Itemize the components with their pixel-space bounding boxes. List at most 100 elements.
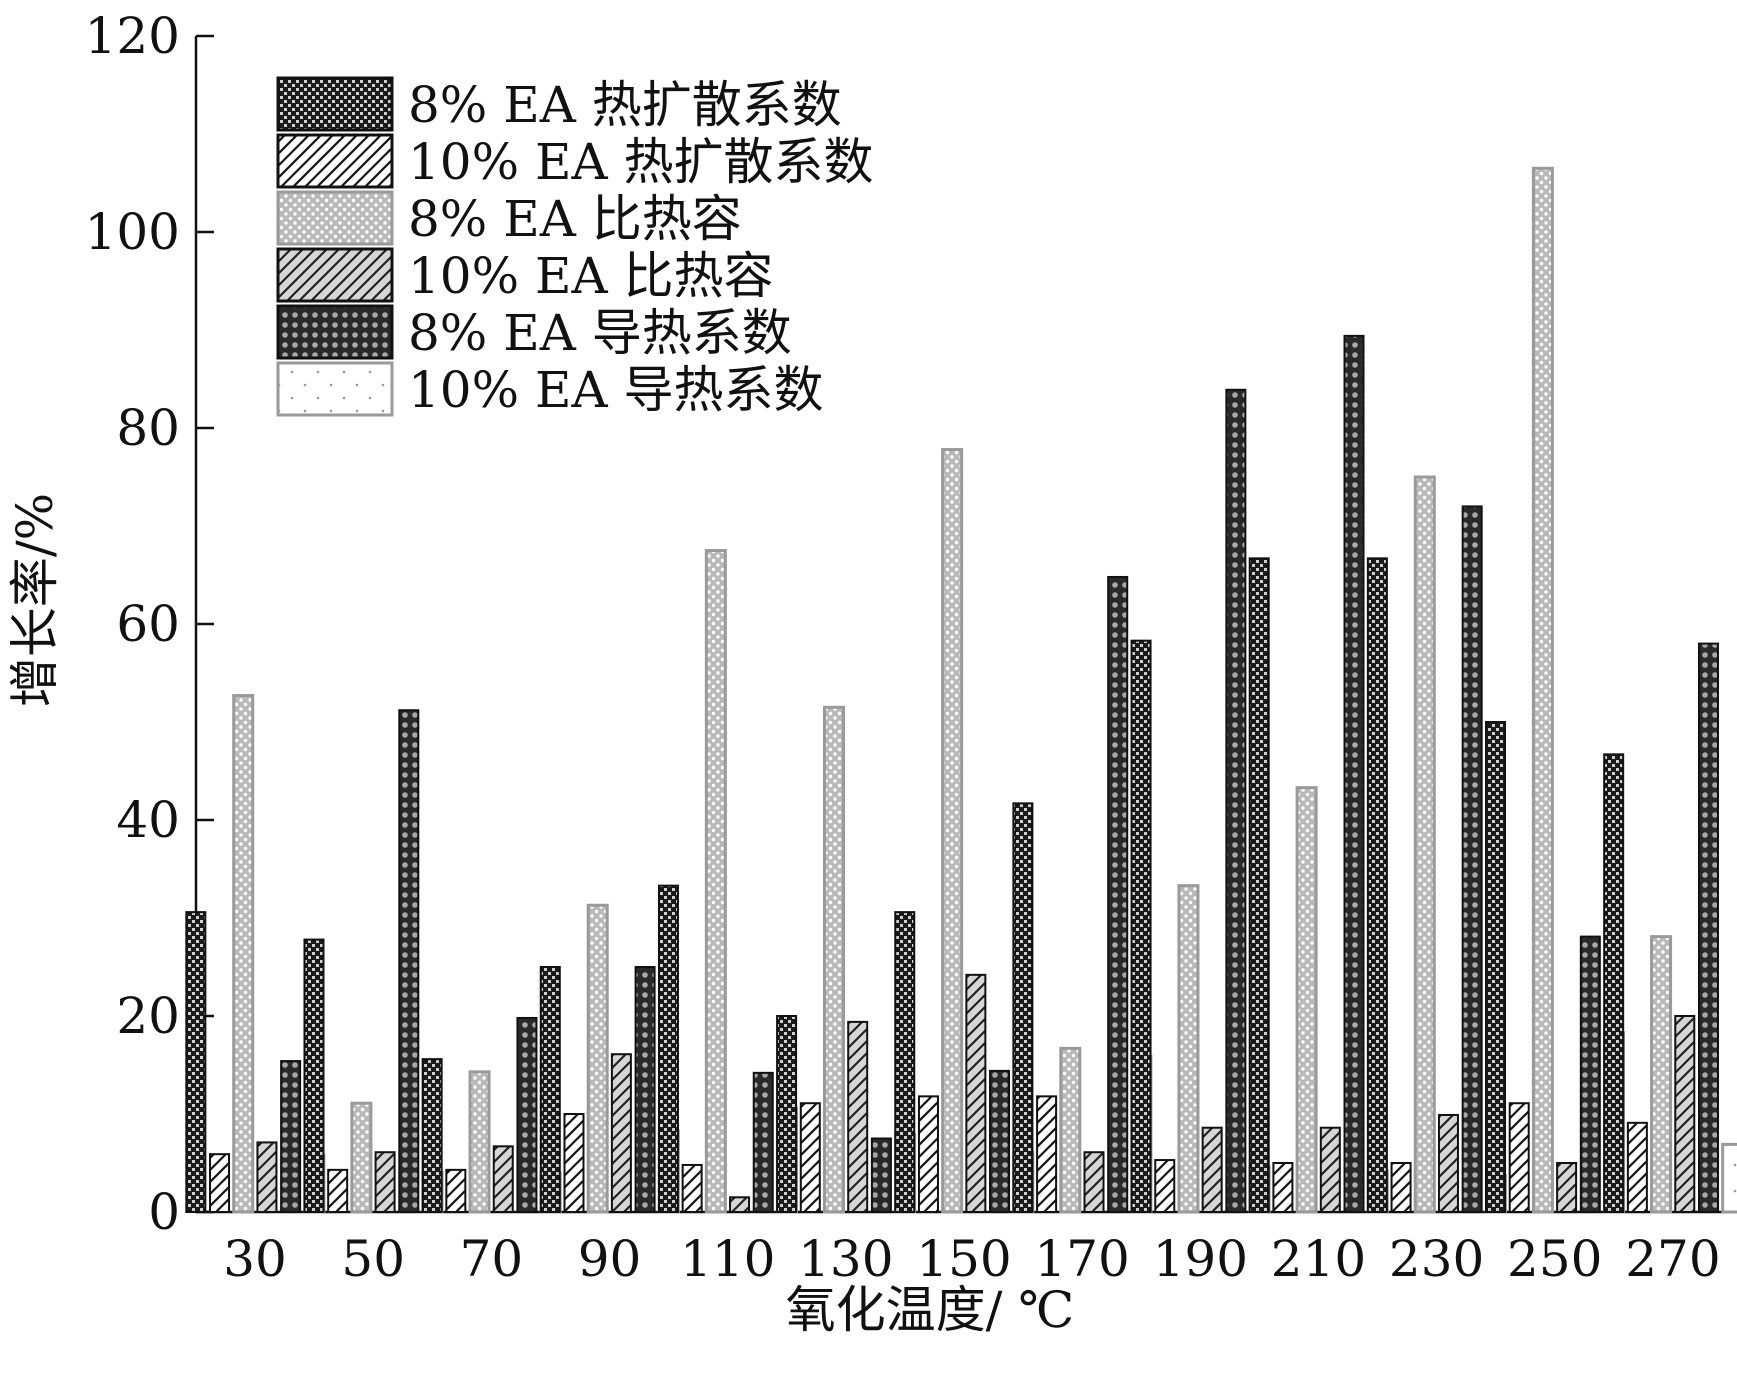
bar-5-30	[280, 1060, 302, 1213]
bar-1-170	[1012, 802, 1034, 1214]
legend-label-6: 10% EA 导热系数	[408, 361, 824, 419]
legend-swatch-2	[276, 133, 394, 189]
bar-2-270	[1626, 1121, 1648, 1213]
y-tick-label: 20	[116, 987, 180, 1045]
bar-2-190	[1154, 1159, 1176, 1214]
x-tick-label: 150	[916, 1230, 1011, 1288]
bar-5-70	[516, 1016, 538, 1214]
legend-label-1: 8% EA 热扩散系数	[408, 76, 842, 134]
y-tick-label: 0	[148, 1183, 180, 1241]
bar-2-210	[1272, 1162, 1294, 1213]
bar-5-50	[398, 709, 420, 1213]
bar-1-30	[185, 911, 207, 1213]
bar-4-230	[1437, 1113, 1459, 1213]
legend-swatch-6	[276, 361, 394, 417]
bar-2-70	[445, 1168, 467, 1213]
bar-2-250	[1508, 1102, 1530, 1213]
x-tick-label: 170	[1034, 1230, 1129, 1288]
bar-5-250	[1579, 935, 1601, 1213]
bar-2-110	[681, 1163, 703, 1213]
y-tick-label: 100	[85, 203, 180, 261]
legend-label-4: 10% EA 比热容	[408, 247, 774, 305]
bar-4-70	[492, 1145, 514, 1213]
bar-5-130	[870, 1137, 892, 1213]
bar-2-150	[917, 1095, 939, 1213]
bar-3-130	[822, 705, 845, 1214]
bar-4-170	[1083, 1151, 1105, 1213]
legend-swatch-4	[276, 247, 394, 303]
bar-1-70	[421, 1058, 443, 1213]
x-tick-label: 110	[680, 1230, 775, 1288]
x-tick-label: 130	[798, 1230, 893, 1288]
x-tick-label: 270	[1625, 1230, 1720, 1288]
bar-1-130	[776, 1015, 798, 1213]
legend-swatch-1	[276, 76, 394, 132]
bar-4-150	[965, 973, 987, 1214]
y-axis-title: 增长率/%	[6, 493, 64, 707]
legend-label-5: 8% EA 导热系数	[408, 304, 792, 362]
bar-5-110	[752, 1071, 774, 1213]
bar-2-50	[327, 1168, 349, 1213]
bar-1-150	[894, 911, 916, 1213]
bar-3-210	[1295, 786, 1318, 1214]
bar-2-90	[563, 1113, 585, 1213]
bar-4-30	[256, 1141, 278, 1214]
x-axis-title: 氧化温度/ ℃	[786, 1281, 1075, 1339]
bar-1-190	[1130, 639, 1152, 1213]
bar-3-250	[1531, 166, 1554, 1214]
legend-label-3: 8% EA 比热容	[408, 190, 742, 248]
bar-4-190	[1201, 1126, 1223, 1213]
bar-1-210	[1248, 557, 1270, 1213]
legend-swatch-3	[276, 190, 394, 246]
bar-5-150	[989, 1069, 1011, 1213]
bar-1-110	[657, 884, 679, 1213]
x-tick-label: 190	[1153, 1230, 1248, 1288]
x-tick-label: 50	[341, 1230, 405, 1288]
bar-1-250	[1485, 721, 1507, 1213]
y-tick-label: 40	[116, 791, 180, 849]
bar-4-50	[374, 1151, 396, 1213]
x-tick-label: 70	[460, 1230, 524, 1288]
x-tick-label: 210	[1271, 1230, 1366, 1288]
axes: 0 20 40 60 80 100 120	[85, 7, 1732, 1241]
bar-5-270	[1697, 642, 1719, 1213]
bar-3-50	[350, 1101, 373, 1214]
bar-4-110	[729, 1196, 751, 1214]
bar-6-270	[1721, 1142, 1737, 1214]
bars: 30 50 70 90 110 130 150 170 190 210 230 250 270	[185, 166, 1737, 1288]
legend-swatch-5	[276, 304, 394, 360]
x-tick-label: 250	[1507, 1230, 1602, 1288]
bar-3-170	[1059, 1046, 1082, 1214]
bar-1-230	[1366, 557, 1388, 1213]
y-tick-label: 80	[116, 399, 180, 457]
bar-2-170	[1036, 1095, 1058, 1213]
bar-4-90	[610, 1053, 632, 1213]
bar-5-190	[1225, 388, 1247, 1213]
bar-4-250	[1556, 1162, 1578, 1213]
bar-3-70	[468, 1070, 491, 1214]
bar-3-110	[704, 549, 727, 1214]
bar-5-90	[634, 966, 656, 1213]
bar-3-30	[232, 694, 255, 1214]
x-tick-label: 90	[578, 1230, 642, 1288]
bar-1-50	[303, 938, 325, 1213]
bar-4-210	[1319, 1126, 1341, 1213]
bar-3-150	[941, 448, 964, 1214]
bar-3-190	[1177, 884, 1200, 1214]
bar-2-230	[1390, 1162, 1412, 1213]
bar-2-30	[209, 1153, 231, 1214]
x-tick-label: 230	[1389, 1230, 1484, 1288]
bar-3-230	[1413, 475, 1436, 1214]
bar-3-270	[1650, 935, 1673, 1214]
bar-3-90	[586, 903, 609, 1214]
bar-1-90	[539, 966, 561, 1213]
bar-5-210	[1343, 334, 1365, 1213]
legend-label-2: 10% EA 热扩散系数	[408, 133, 874, 191]
bar-5-170	[1107, 575, 1129, 1213]
x-tick-label: 30	[223, 1230, 287, 1288]
bar-1-270	[1603, 753, 1625, 1214]
y-tick-label: 60	[116, 595, 180, 653]
